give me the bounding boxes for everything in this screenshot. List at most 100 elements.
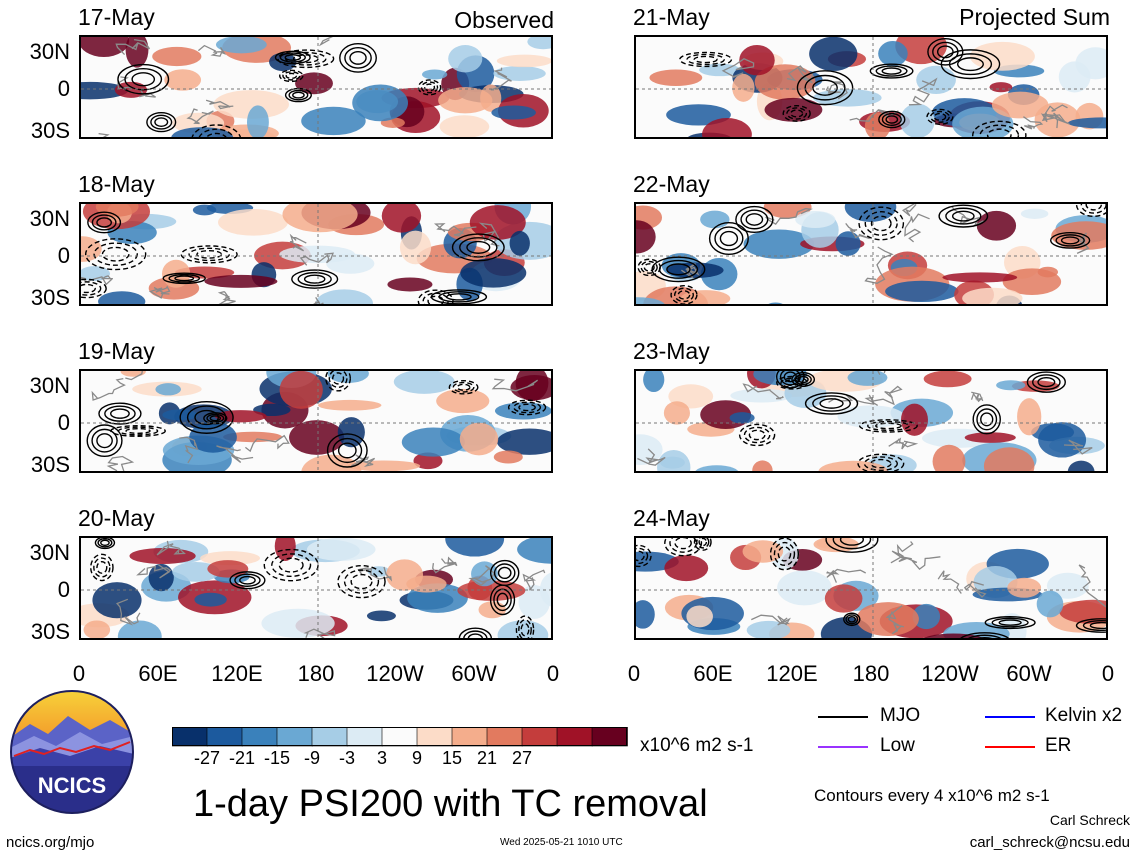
- coastline: [845, 222, 870, 240]
- colorbar: [172, 727, 628, 747]
- mjo-contour: [1080, 204, 1106, 214]
- coastline: [433, 223, 477, 237]
- mjo-contour: [343, 569, 380, 594]
- mjo-contour: [96, 560, 108, 574]
- mjo-contour: [945, 207, 982, 225]
- mjo-contour: [1089, 621, 1106, 630]
- field-blob: [493, 450, 523, 464]
- field-blob: [746, 620, 791, 638]
- field-blob: [152, 46, 202, 67]
- heatmap-svg: [636, 538, 1106, 638]
- field-blob: [171, 127, 234, 137]
- field-blob: [164, 69, 202, 91]
- mjo-contour: [493, 563, 516, 583]
- coastline: [357, 566, 393, 582]
- mjo-contour: [673, 287, 694, 303]
- coastline: [888, 437, 919, 450]
- mjo-contour: [448, 380, 479, 395]
- coastline: [98, 132, 110, 137]
- field-blob: [399, 230, 432, 265]
- field-blob: [754, 64, 816, 100]
- x-tick-label: 0: [546, 661, 560, 686]
- field-blob: [1038, 422, 1087, 458]
- mjo-contour: [239, 575, 256, 585]
- mjo-contour: [869, 63, 914, 79]
- mjo-contour: [513, 401, 542, 414]
- mjo-contour: [976, 408, 998, 431]
- mjo-contour: [507, 399, 547, 416]
- mjo-contour: [972, 120, 1027, 137]
- panel-date-label: 21-May: [633, 4, 710, 30]
- field-blob: [509, 230, 530, 256]
- mjo-contour: [693, 538, 712, 551]
- mjo-contour: [131, 72, 156, 87]
- field-blob: [964, 432, 1016, 443]
- field-blob: [660, 456, 685, 469]
- mjo-contour: [1049, 232, 1091, 249]
- x-tick-label: 0: [1101, 661, 1115, 686]
- mjo-contour: [819, 398, 844, 409]
- mjo-contour: [180, 245, 238, 264]
- map-panel: [634, 35, 1108, 139]
- field-blob: [1002, 268, 1062, 296]
- mjo-contour: [743, 426, 771, 444]
- site-link[interactable]: ncics.org/mjo: [6, 834, 95, 851]
- mjo-contour: [463, 630, 488, 638]
- mjo-contour: [285, 72, 298, 80]
- legend-label-kelvin: Kelvin x2: [1045, 705, 1123, 726]
- mjo-contour: [929, 110, 950, 123]
- colorbar-tick-label: -15: [263, 748, 290, 768]
- field-blob: [695, 465, 739, 471]
- mjo-contour: [205, 132, 227, 137]
- mjo-contour: [326, 433, 368, 468]
- mjo-contour: [881, 67, 902, 75]
- field-blob: [664, 555, 709, 582]
- colorbar-cell: [591, 727, 628, 747]
- mjo-contour: [843, 612, 861, 627]
- coastline: [116, 598, 141, 626]
- figure-title: 1-day PSI200 with TC removal: [193, 783, 708, 825]
- x-tick-label: 180: [852, 661, 890, 686]
- field-blob: [729, 412, 755, 424]
- field-blob: [117, 620, 162, 638]
- email-link[interactable]: carl_schreck@ncsu.edu: [969, 834, 1130, 851]
- mjo-contour: [91, 214, 117, 231]
- mjo-contour: [515, 615, 535, 638]
- mjo-contour: [456, 383, 471, 391]
- field-blob: [900, 403, 928, 436]
- panel-date-label: 24-May: [633, 505, 710, 531]
- coastline: [1042, 112, 1070, 129]
- mjo-contour: [1075, 618, 1106, 633]
- colorbar-cell: [206, 727, 243, 747]
- field-blob: [204, 274, 278, 288]
- field-blob: [663, 401, 690, 425]
- mjo-contour: [664, 538, 703, 557]
- field-blob: [496, 54, 551, 68]
- field-blob: [347, 460, 421, 471]
- mjo-contour: [337, 442, 357, 459]
- coastline: [432, 556, 458, 574]
- x-tick-label: 60E: [138, 661, 178, 686]
- mjo-contour: [867, 420, 910, 431]
- mjo-contour: [209, 415, 222, 422]
- field-blob: [337, 417, 365, 448]
- coastline: [1063, 439, 1093, 455]
- mjo-contour: [979, 124, 1020, 137]
- mjo-contour: [885, 115, 899, 124]
- field-blob: [510, 375, 551, 401]
- mjo-contour: [277, 49, 335, 69]
- mjo-contour: [812, 79, 838, 96]
- coastline: [721, 58, 755, 78]
- mjo-contour: [350, 573, 373, 590]
- mjo-contour: [791, 372, 816, 387]
- field-blob: [98, 291, 146, 304]
- mjo-contour: [780, 377, 804, 388]
- coastline: [901, 204, 917, 217]
- field-blob: [969, 41, 1035, 71]
- coastline: [318, 37, 333, 47]
- colorbar-cell: [451, 727, 488, 747]
- mjo-contour: [146, 111, 177, 133]
- mjo-contour: [637, 258, 661, 277]
- mjo-contour: [81, 278, 107, 299]
- mjo-contour: [927, 38, 964, 66]
